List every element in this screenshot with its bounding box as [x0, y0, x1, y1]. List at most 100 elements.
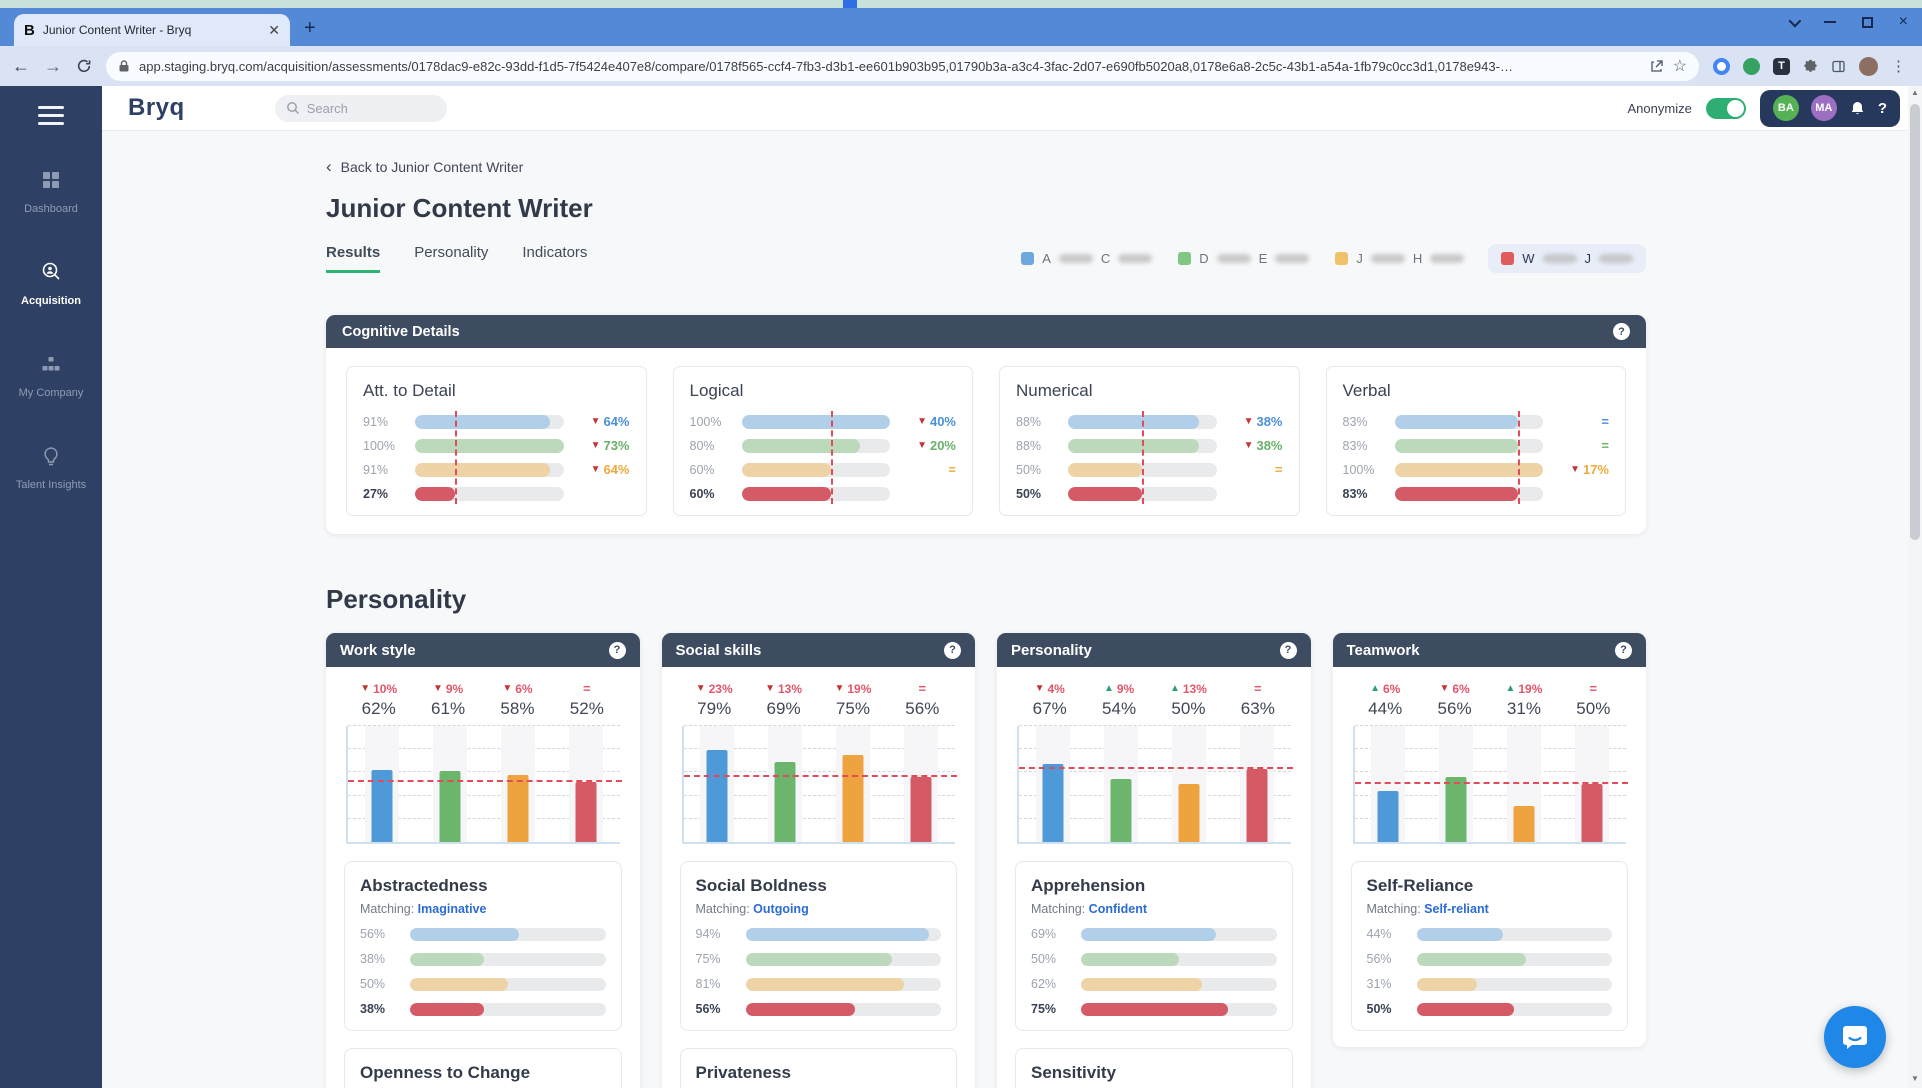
- score-value-label: 75%: [695, 952, 721, 966]
- insights-icon: [40, 445, 62, 472]
- side-panel-icon[interactable]: [1831, 59, 1846, 74]
- browser-menu-icon[interactable]: ⋮: [1891, 58, 1906, 75]
- browser-profile-avatar[interactable]: [1859, 56, 1878, 76]
- tab-indicators[interactable]: Indicators: [522, 244, 588, 261]
- help-icon[interactable]: ?: [1615, 641, 1632, 659]
- extension-blue-icon[interactable]: [1713, 57, 1730, 75]
- gridline: [348, 771, 620, 773]
- cognitive-chart-rows: 88% ▼ 38% 88% ▼ 38% 50% = 50%: [1016, 411, 1283, 504]
- forward-button[interactable]: →: [44, 55, 62, 76]
- sidebar-item-my-company[interactable]: My Company: [0, 345, 102, 407]
- score-bar-fill: [1068, 486, 1143, 501]
- window-close-button[interactable]: ×: [1898, 13, 1908, 30]
- extension-green-icon[interactable]: [1743, 57, 1760, 75]
- delta-down-icon: ▼: [1243, 440, 1254, 451]
- score-value-label: 81%: [695, 977, 721, 991]
- candidate-initial: H: [1412, 251, 1423, 266]
- help-icon[interactable]: ?: [1613, 323, 1630, 340]
- score-bar-fill: [410, 977, 508, 991]
- chat-widget-button[interactable]: [1824, 1006, 1886, 1068]
- app-header: Bryq Search Anonymize BA MA ?: [102, 86, 1922, 131]
- cognitive-chart-title: Att. to Detail: [363, 381, 456, 400]
- reload-button[interactable]: [76, 58, 92, 74]
- padlock-icon[interactable]: [118, 59, 130, 73]
- tab-close-icon[interactable]: ✕: [268, 22, 280, 38]
- window-chevron-icon[interactable]: [1788, 14, 1801, 27]
- score-bar-track: [415, 438, 564, 453]
- window-minimize-button[interactable]: [1823, 21, 1836, 23]
- score-bar-track: [415, 414, 564, 429]
- back-link[interactable]: ‹ Back to Junior Content Writer: [326, 157, 1646, 177]
- bookmark-star-icon[interactable]: ☆: [1672, 58, 1687, 75]
- score-bar-fill: [1081, 1002, 1228, 1016]
- bar-slot: [552, 726, 620, 842]
- back-button[interactable]: ←: [12, 55, 30, 76]
- hamburger-menu-icon[interactable]: [38, 106, 64, 125]
- trait-score-row: 75%: [1031, 1002, 1277, 1016]
- chevron-left-icon: ‹: [326, 157, 332, 176]
- help-icon[interactable]: ?: [944, 641, 961, 659]
- sidebar-item-dashboard[interactable]: Dashboard: [0, 161, 102, 223]
- delta-value: 20%: [929, 438, 956, 453]
- delta-value: 19%: [1518, 681, 1543, 696]
- delta-value: 6%: [1382, 681, 1401, 696]
- help-icon[interactable]: ?: [608, 641, 626, 659]
- scrollbar-thumb[interactable]: [1910, 104, 1920, 540]
- scroll-up-icon[interactable]: ▲: [1911, 88, 1919, 97]
- score-value-label: 69%: [1031, 927, 1057, 941]
- legend-color-swatch: [1501, 252, 1515, 265]
- delta-value: 6%: [515, 681, 533, 696]
- personality-card-header: Teamwork?: [1332, 633, 1646, 667]
- trait-score-row: 31%: [1367, 977, 1612, 991]
- delta-value: 6%: [1452, 681, 1470, 696]
- anonymize-toggle[interactable]: [1705, 97, 1746, 119]
- extensions-puzzle-icon[interactable]: [1803, 59, 1818, 74]
- page-scrollbar[interactable]: ▲ ▼: [1908, 86, 1922, 1088]
- score-bar-fill: [745, 952, 893, 966]
- gridline: [1354, 817, 1626, 819]
- os-accent-mark: [843, 0, 857, 8]
- extension-t-icon[interactable]: T: [1773, 57, 1790, 75]
- avatar[interactable]: MA: [1810, 95, 1837, 121]
- candidate-score: 52%: [569, 699, 604, 718]
- sidebar-item-talent-insights[interactable]: Talent Insights: [0, 437, 102, 499]
- window-restore-button[interactable]: [1861, 16, 1873, 28]
- candidate-initial: A: [1042, 251, 1051, 266]
- score-row: 100% ▼ 40%: [690, 414, 957, 429]
- delta-equal-icon: =: [1601, 438, 1609, 453]
- sidebar-item-acquisition[interactable]: Acquisition: [0, 253, 102, 315]
- scroll-down-icon[interactable]: ▼: [1911, 1074, 1919, 1083]
- sidebar-item-label: My Company: [18, 387, 84, 399]
- share-icon[interactable]: [1649, 59, 1664, 74]
- bryq-logo[interactable]: Bryq: [128, 94, 185, 121]
- url-bar[interactable]: app.staging.bryq.com/acquisition/assessm…: [106, 51, 1699, 81]
- trait-score-row: 50%: [1031, 952, 1277, 966]
- legend-color-swatch: [1178, 252, 1192, 265]
- candidate-bar: [1178, 784, 1200, 842]
- url-text[interactable]: app.staging.bryq.com/acquisition/assessm…: [139, 58, 1513, 74]
- tab-personality[interactable]: Personality: [414, 244, 489, 261]
- reference-line: [830, 411, 833, 504]
- score-bar-track: [745, 1002, 941, 1016]
- new-tab-button[interactable]: +: [304, 17, 316, 39]
- bell-icon[interactable]: [1849, 100, 1866, 117]
- delta-down-icon: ▼: [360, 683, 371, 694]
- bar-chart: [1352, 725, 1628, 844]
- score-bar-fill: [415, 414, 551, 429]
- bar-slot: [751, 726, 819, 842]
- search-input[interactable]: Search: [274, 94, 447, 122]
- avatar[interactable]: BA: [1772, 95, 1799, 121]
- delta-down-icon: ▼: [432, 683, 443, 694]
- delta-equal-icon: =: [948, 462, 956, 477]
- help-icon[interactable]: ?: [1877, 99, 1887, 117]
- search-icon: [286, 101, 300, 115]
- browser-tab[interactable]: B Junior Content Writer - Bryq ✕: [14, 14, 290, 46]
- candidate-bar: [842, 755, 864, 842]
- help-icon[interactable]: ?: [1279, 641, 1297, 659]
- sidebar-items: Dashboard Acquisition My Company Talent Ins…: [0, 161, 102, 529]
- tab-results[interactable]: Results: [326, 244, 381, 273]
